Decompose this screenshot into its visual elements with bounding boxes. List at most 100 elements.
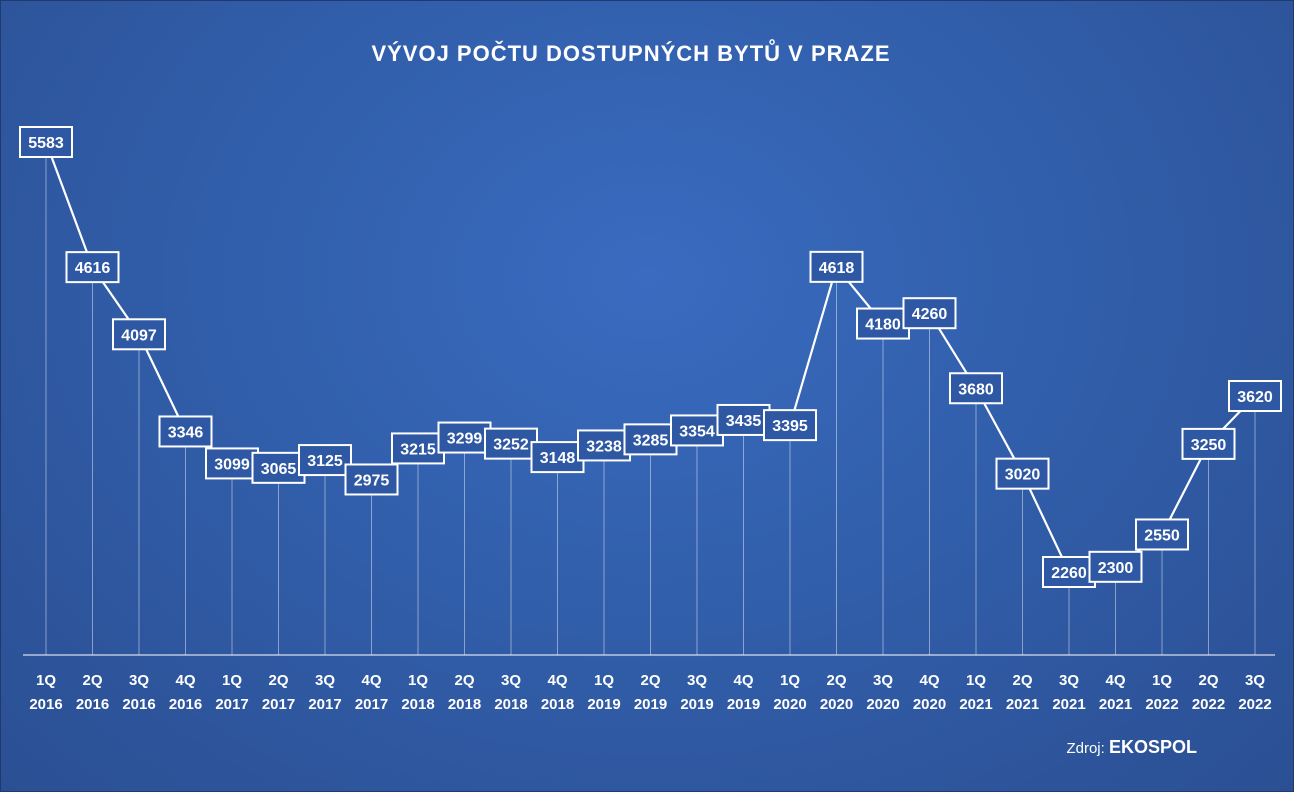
x-tick-year: 2018 [401,696,434,713]
x-tick-year: 2016 [29,696,62,713]
x-tick-label: 4Q 2016 [169,672,202,713]
x-tick-quarter: 1Q [408,672,428,689]
x-tick-quarter: 3Q [501,672,521,689]
data-label: 2550 [1144,527,1180,544]
x-tick-year: 2017 [355,696,388,713]
x-tick-quarter: 3Q [687,672,707,689]
x-tick-label: 2Q 2022 [1192,672,1225,713]
data-label: 4180 [865,317,901,334]
x-tick-year: 2022 [1145,696,1178,713]
x-tick-quarter: 3Q [873,672,893,689]
data-label-box [995,457,1050,490]
data-label-group: 3680 [949,372,1003,405]
data-label-group: 2975 [344,463,399,496]
data-labels: 5583 4616 4097 3346 3099 3065 3125 2975 3215 3299… [19,126,1282,588]
x-tick-year: 2016 [122,696,155,713]
data-label: 3346 [168,424,204,441]
x-tick-quarter: 2Q [826,672,846,689]
x-tick-label: 2Q 2016 [76,672,109,713]
data-label-box [251,451,306,484]
data-label: 3099 [214,456,250,473]
data-label-group: 4097 [112,318,166,351]
data-label: 2975 [354,472,390,489]
x-tick-label: 1Q 2016 [29,672,62,713]
x-tick-quarter: 2Q [640,672,660,689]
data-label: 4618 [819,260,855,277]
x-tick-year: 2021 [1099,696,1132,713]
data-label-group: 3252 [484,427,538,460]
data-label-box [344,463,399,496]
x-tick-labels: 1Q 2016 2Q 2016 3Q 2016 4Q 2016 1Q 2017 2Q 2017 3Q 20… [29,672,1271,713]
x-tick-label: 3Q 2022 [1238,672,1271,713]
x-tick-quarter: 4Q [175,672,195,689]
data-label-group: 3346 [158,415,213,448]
data-label: 3620 [1237,389,1273,406]
data-label-box [19,126,73,158]
x-tick-label: 1Q 2018 [401,672,434,713]
data-label: 4616 [75,260,111,277]
x-tick-label: 3Q 2019 [680,672,713,713]
data-label-box [1181,427,1236,460]
x-tick-label: 1Q 2017 [215,672,248,713]
x-tick-label: 2Q 2021 [1006,672,1039,713]
data-label-box [763,409,817,442]
data-label-box [902,297,957,330]
x-tick-quarter: 4Q [361,672,381,689]
x-tick-quarter: 1Q [594,672,614,689]
x-tick-label: 3Q 2021 [1052,672,1085,713]
x-tick-quarter: 1Q [1152,672,1172,689]
x-tick-quarter: 3Q [1245,672,1265,689]
source-note: Zdroj: EKOSPOL [1066,737,1197,758]
x-tick-year: 2022 [1192,696,1225,713]
data-label: 2300 [1098,560,1134,577]
x-tick-label: 4Q 2019 [727,672,760,713]
data-label-group: 3065 [251,451,306,484]
x-tick-label: 4Q 2020 [913,672,946,713]
x-tick-quarter: 4Q [919,672,939,689]
data-label-group: 3620 [1228,380,1282,413]
data-label-group: 2550 [1135,518,1189,551]
data-label-group: 3250 [1181,427,1236,460]
data-label-group: 2260 [1042,556,1096,588]
data-label: 3435 [726,413,762,430]
x-tick-year: 2018 [494,696,527,713]
data-label-box [437,421,492,454]
data-label-box [298,444,352,477]
data-label: 3299 [447,431,483,448]
data-label-group: 4616 [65,251,120,284]
x-tick-year: 2022 [1238,696,1271,713]
x-tick-year: 2019 [587,696,620,713]
x-tick-label: 2Q 2020 [820,672,853,713]
data-label-box [158,415,213,448]
x-tick-year: 2021 [1052,696,1085,713]
data-label-group: 4260 [902,297,957,330]
data-label-group: 2300 [1088,550,1143,583]
x-tick-quarter: 2Q [454,672,474,689]
data-label: 5583 [28,135,64,152]
data-label-group: 3435 [716,403,771,436]
x-tick-label: 2Q 2019 [634,672,667,713]
data-label-box [1228,380,1282,413]
x-tick-label: 2Q 2017 [262,672,295,713]
data-label: 4097 [121,327,157,344]
data-label-group: 3099 [205,447,259,480]
data-label: 3020 [1005,467,1041,484]
x-tick-quarter: 1Q [966,672,986,689]
drop-lines [45,142,1256,655]
x-tick-label: 1Q 2022 [1145,672,1178,713]
x-tick-quarter: 3Q [315,672,335,689]
data-label-group: 3148 [530,441,585,474]
x-tick-label: 1Q 2020 [773,672,806,713]
data-label: 2260 [1051,565,1087,582]
x-tick-year: 2017 [308,696,341,713]
x-tick-year: 2020 [913,696,946,713]
data-label-group: 3020 [995,457,1050,490]
chart-title: VÝVOJ POČTU DOSTUPNÝCH BYTŮ V PRAZE [371,38,890,66]
x-tick-label: 4Q 2017 [355,672,388,713]
x-tick-quarter: 4Q [547,672,567,689]
x-tick-year: 2018 [448,696,481,713]
source-prefix: Zdroj: [1066,740,1105,757]
x-tick-label: 1Q 2019 [587,672,620,713]
